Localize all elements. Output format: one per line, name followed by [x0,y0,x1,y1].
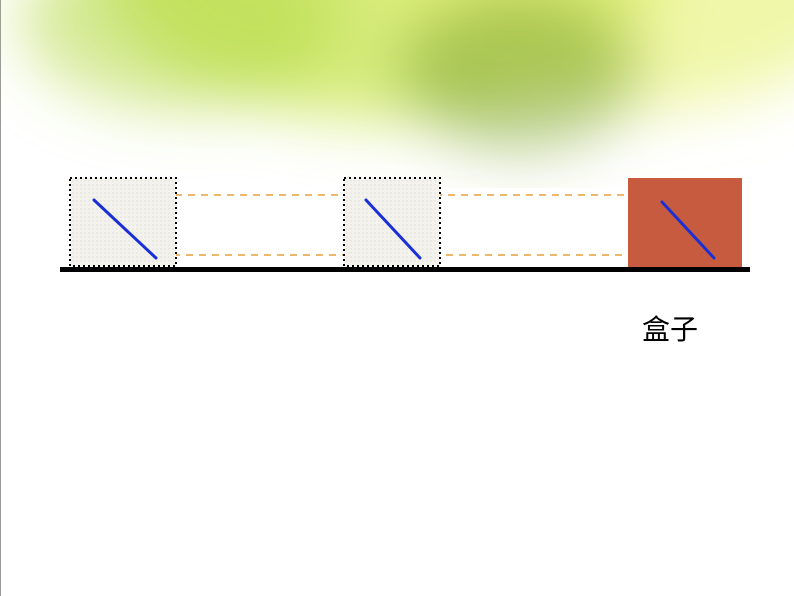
box-label: 盒子 [642,308,698,348]
ground-line [60,267,750,272]
diagram: 盒子 [0,0,794,596]
boxes [70,178,742,268]
